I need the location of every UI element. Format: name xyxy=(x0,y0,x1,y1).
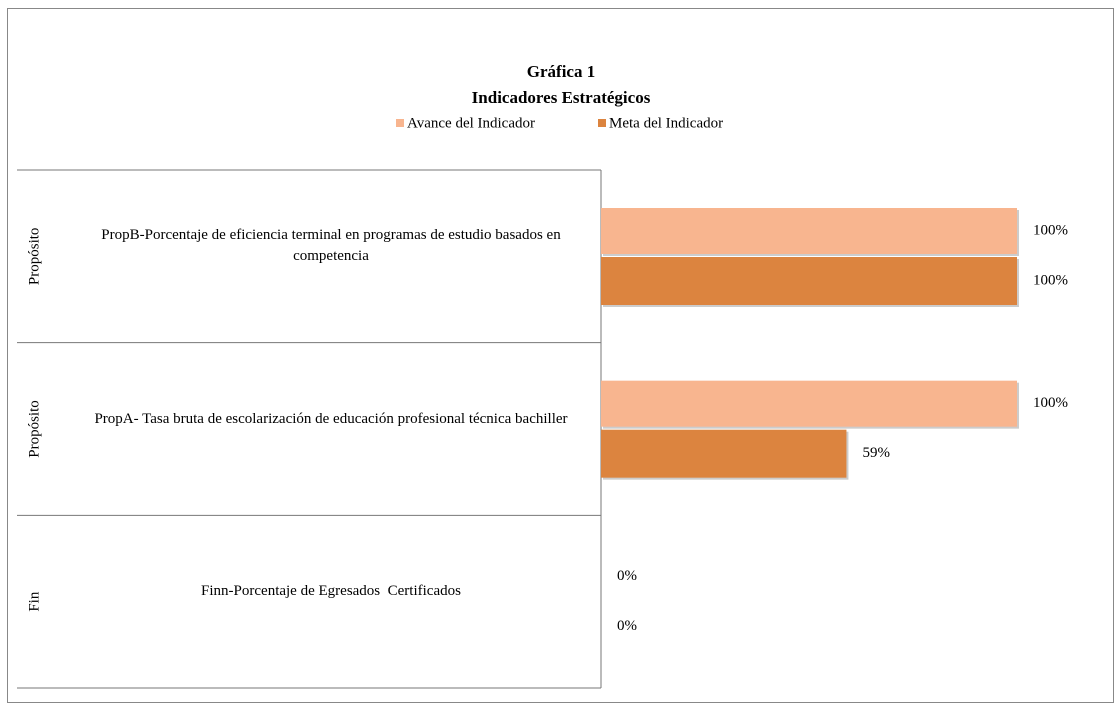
value-label: 100% xyxy=(1033,395,1068,411)
bar xyxy=(601,429,847,478)
chart-border xyxy=(7,8,1114,703)
value-label: 0% xyxy=(617,568,637,584)
value-label: 100% xyxy=(1033,272,1068,288)
legend-swatch xyxy=(396,119,404,127)
group-label: Fin xyxy=(26,591,42,612)
group-label: Propósito xyxy=(26,228,42,286)
category-label: PropB-Porcentaje de eficiencia terminal … xyxy=(101,227,565,265)
group-label: Propósito xyxy=(26,400,42,458)
category-label: PropA- Tasa bruta de escolarización de e… xyxy=(94,410,568,427)
value-label: 100% xyxy=(1033,222,1068,238)
value-label: 0% xyxy=(617,618,637,634)
category-label: Finn-Porcentaje de Egresados Certificado… xyxy=(201,583,461,600)
chart-subtitle: Indicadores Estratégicos xyxy=(472,88,651,107)
legend-label: Avance del Indicador xyxy=(407,115,535,131)
legend-swatch xyxy=(598,119,606,127)
value-label: 59% xyxy=(862,445,890,461)
bar xyxy=(601,380,1017,427)
legend-label: Meta del Indicador xyxy=(609,115,723,131)
chart-title: Gráfica 1 xyxy=(527,62,595,81)
bar xyxy=(601,257,1017,305)
bar xyxy=(601,208,1017,254)
